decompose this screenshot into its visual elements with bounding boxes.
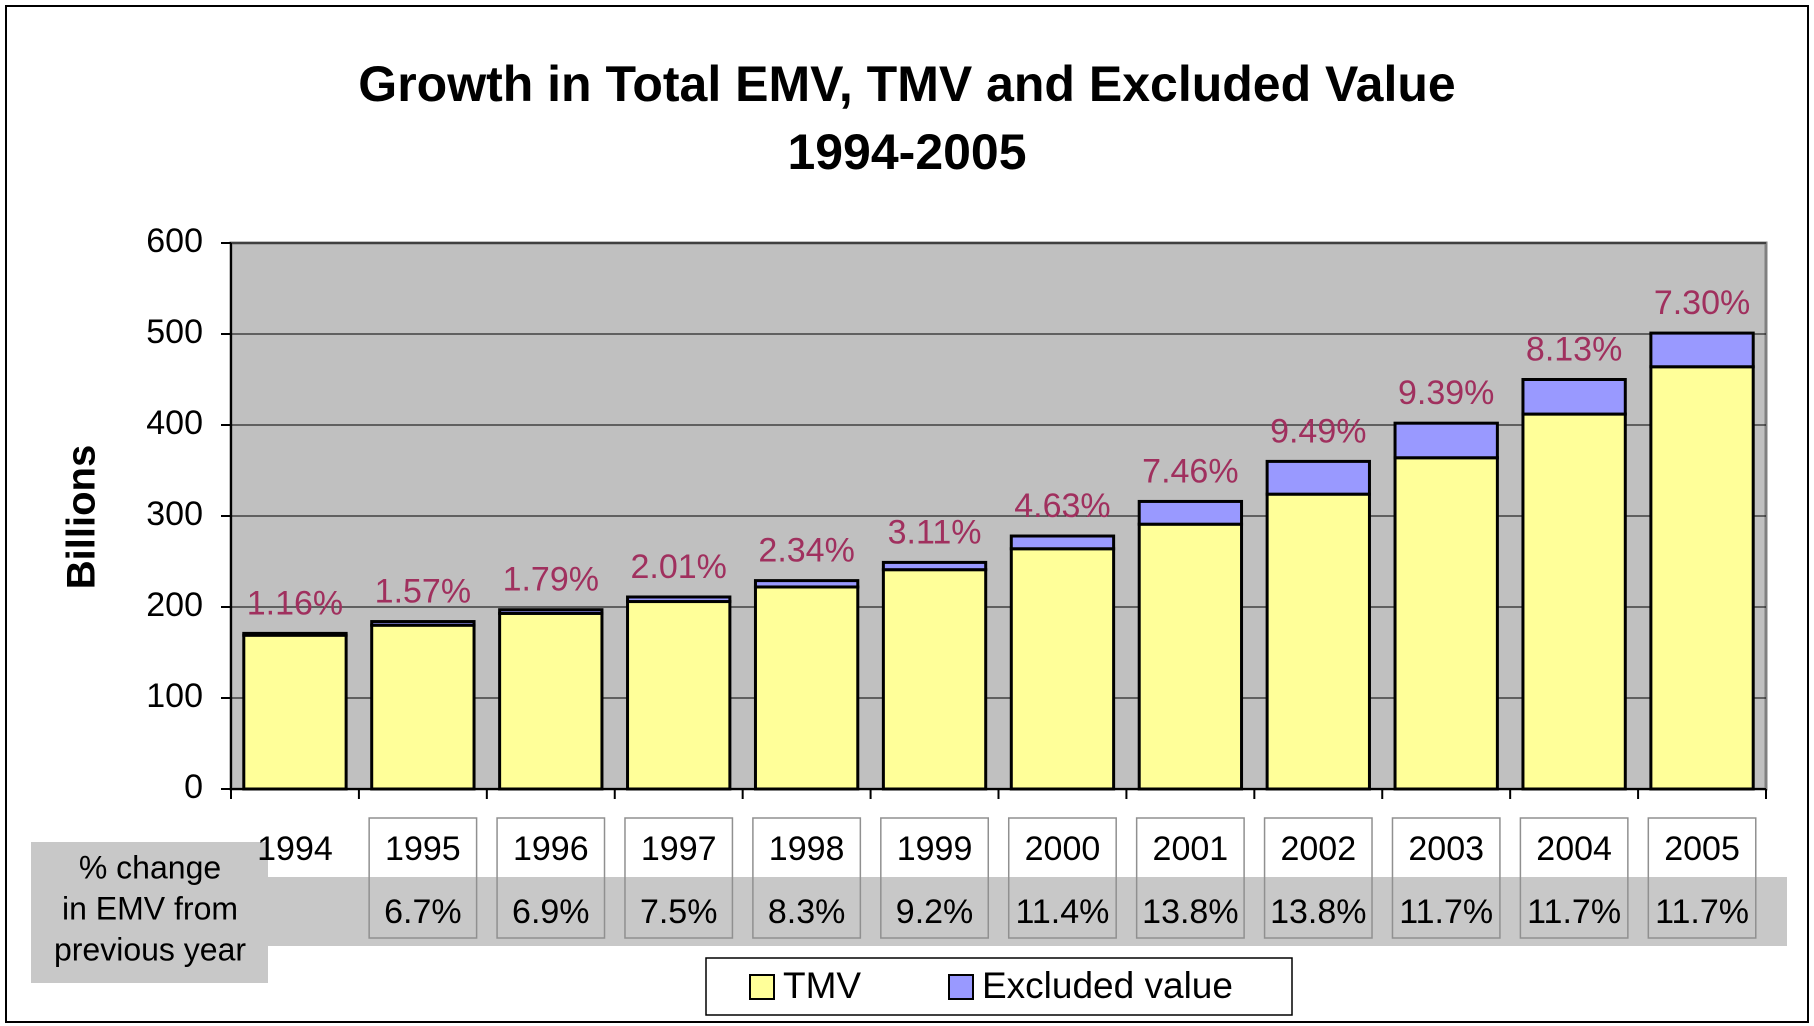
bar-segment: [1009, 534, 1116, 551]
table-cell-box: [880, 817, 990, 939]
bar-segment: [1521, 412, 1627, 791]
table-value: 7.5%: [640, 893, 718, 931]
x-tick-label: 1997: [641, 830, 717, 868]
bar-segment: [1137, 522, 1244, 791]
x-tick-label: 1994: [257, 830, 333, 868]
table-label: in EMV from: [62, 890, 238, 926]
table-label: % change: [79, 849, 221, 885]
bar-annotation: 3.11%: [888, 513, 982, 551]
bar-segment: [1393, 456, 1499, 791]
chart-subtitle: 1994-2005: [787, 124, 1026, 180]
bar-segment: [242, 631, 348, 637]
y-tick-label: 600: [146, 222, 203, 260]
table-value: 11.7%: [1655, 893, 1749, 931]
legend-label: Excluded value: [982, 965, 1233, 1006]
table-cell-box: [624, 817, 734, 939]
legend-label: TMV: [783, 965, 861, 1006]
table-cell-box: [368, 817, 478, 939]
bar-segment: [1393, 421, 1499, 460]
bar-annotation: 7.30%: [1654, 284, 1750, 322]
table-cell-box: [1519, 817, 1629, 939]
y-tick-label: 100: [146, 677, 203, 715]
bar-segment: [1649, 365, 1755, 791]
bar-segment: [498, 608, 604, 615]
table-value: 11.7%: [1527, 893, 1621, 931]
x-tick-label: 1999: [897, 830, 973, 868]
bar-annotation: 9.49%: [1270, 412, 1366, 450]
bar-annotation: 2.34%: [758, 532, 854, 570]
bar-segment: [753, 585, 860, 791]
table-value: 13.8%: [1270, 893, 1366, 931]
bar-annotation: 7.46%: [1142, 452, 1238, 490]
bar-segment: [1265, 492, 1371, 791]
legend-swatch: [948, 974, 974, 1000]
table-cell-box: [1007, 817, 1117, 939]
bar-segment: [881, 568, 988, 791]
bar-segment: [370, 620, 476, 627]
bar-annotation: 1.16%: [247, 584, 343, 622]
table-value: 11.7%: [1399, 893, 1493, 931]
table-cell-box: [1647, 817, 1757, 939]
x-tick-label: 1998: [769, 830, 845, 868]
bar-annotation: 2.01%: [631, 548, 727, 586]
y-tick-label: 200: [146, 586, 203, 624]
bar-segment: [1521, 378, 1627, 416]
x-tick-label: 1996: [513, 830, 589, 868]
y-tick-label: 400: [146, 404, 203, 442]
bar-annotation: 1.57%: [375, 573, 471, 611]
table-cell-box: [752, 817, 862, 939]
bar-segment: [626, 600, 732, 791]
table-row-band: [268, 877, 1787, 946]
table-value: 6.7%: [384, 893, 462, 931]
bar-segment: [1265, 459, 1371, 496]
x-tick-label: 2004: [1536, 830, 1612, 868]
x-tick-label: 2001: [1153, 830, 1229, 868]
bar-segment: [626, 595, 732, 604]
x-tick-label: 2000: [1025, 830, 1101, 868]
chart-title: Growth in Total EMV, TMV and Excluded Va…: [358, 56, 1455, 112]
bar-segment: [498, 611, 604, 791]
bar-segment: [1137, 499, 1244, 526]
bar-segment: [753, 579, 860, 589]
y-tick-label: 500: [146, 313, 203, 351]
x-tick-label: 2002: [1280, 830, 1356, 868]
table-cell-box: [1391, 817, 1501, 939]
x-tick-label: 2003: [1408, 830, 1484, 868]
bar-segment: [1649, 331, 1755, 369]
bar-annotation: 1.79%: [503, 561, 599, 599]
table-cell-box: [1135, 817, 1245, 939]
x-tick-label: 2005: [1664, 830, 1740, 868]
table-value: 11.4%: [1016, 893, 1110, 931]
bar-annotation: 8.13%: [1526, 330, 1622, 368]
bar-annotation: 9.39%: [1398, 374, 1494, 412]
x-tick-label: 1995: [385, 830, 461, 868]
table-label: previous year: [54, 931, 246, 967]
table-cell-box: [496, 817, 606, 939]
bar-segment: [370, 623, 476, 791]
table-value: 8.3%: [768, 893, 846, 931]
table-value: 13.8%: [1142, 893, 1238, 931]
bar-segment: [881, 560, 988, 572]
y-tick-label: 0: [184, 768, 203, 806]
bar-segment: [242, 633, 348, 791]
y-axis-label: Billions: [60, 445, 104, 589]
legend-box: [705, 957, 1293, 1016]
y-tick-label: 300: [146, 495, 203, 533]
table-value: 9.2%: [896, 893, 974, 931]
bar-annotation: 4.63%: [1014, 487, 1110, 525]
table-cell-box: [1263, 817, 1373, 939]
table-value: 6.9%: [512, 893, 590, 931]
table-label-box: [31, 842, 268, 983]
legend-swatch: [749, 974, 775, 1000]
bar-segment: [1009, 547, 1116, 791]
